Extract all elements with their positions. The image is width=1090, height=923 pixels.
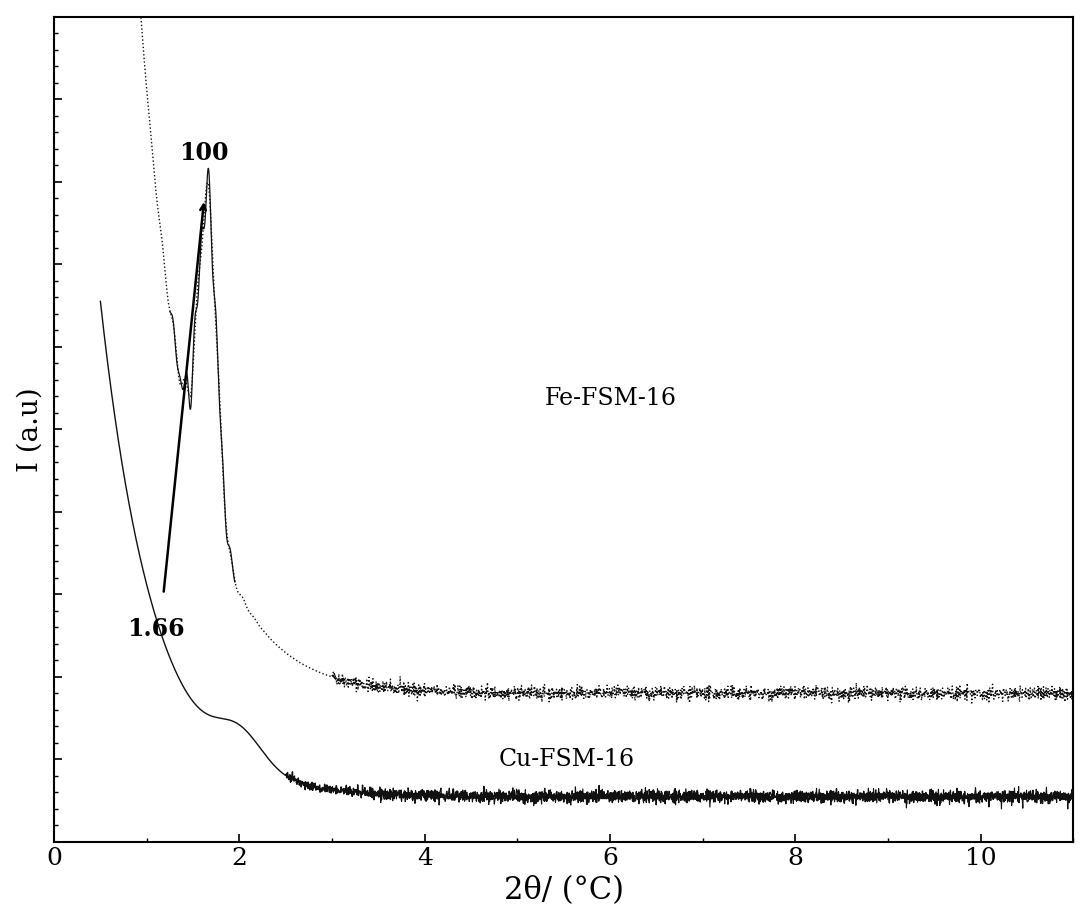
Text: Cu-FSM-16: Cu-FSM-16	[499, 748, 635, 771]
Y-axis label: I (a.u): I (a.u)	[16, 387, 44, 472]
Text: 100: 100	[180, 140, 229, 164]
Text: Fe-FSM-16: Fe-FSM-16	[545, 387, 677, 410]
Text: 1.66: 1.66	[128, 617, 185, 641]
X-axis label: 2θ/ (°C): 2θ/ (°C)	[504, 875, 623, 906]
